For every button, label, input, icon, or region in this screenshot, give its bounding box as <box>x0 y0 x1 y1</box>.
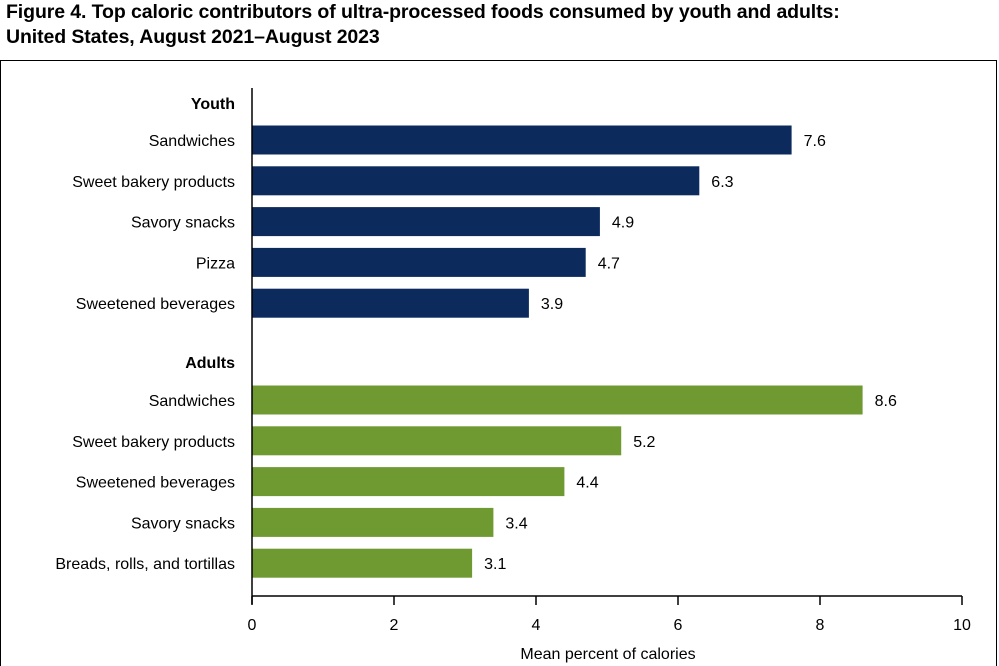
bar-youth-savory-snacks <box>252 207 600 237</box>
x-tick-label-8: 8 <box>816 617 825 634</box>
category-label-youth-sweet-bakery-products: Sweet bakery products <box>72 174 235 191</box>
bar-adults-sandwiches <box>252 385 863 415</box>
bar-youth-sandwiches <box>252 125 792 155</box>
bar-adults-sweet-bakery-products <box>252 426 622 456</box>
x-tick-label-0: 0 <box>248 617 257 634</box>
bar-adults-sweetened-beverages <box>252 467 565 497</box>
x-tick-label-10: 10 <box>953 617 971 634</box>
bar-adults-savory-snacks <box>252 507 494 537</box>
category-label-youth-savory-snacks: Savory snacks <box>131 215 235 232</box>
x-axis-title: Mean percent of calories <box>520 646 695 663</box>
figure-title: Figure 4. Top caloric contributors of ul… <box>6 0 996 50</box>
group-label-adults: Adults <box>185 355 235 372</box>
category-label-adults-savory-snacks: Savory snacks <box>131 515 235 532</box>
value-label-youth-sweet-bakery-products: 6.3 <box>711 174 733 191</box>
bar-youth-pizza <box>252 247 586 277</box>
figure-title-line-1: Figure 4. Top caloric contributors of ul… <box>6 1 840 23</box>
x-tick-label-6: 6 <box>674 617 683 634</box>
value-label-youth-sweetened-beverages: 3.9 <box>541 296 563 313</box>
bar-adults-breads-rolls-and-tortillas <box>252 548 473 578</box>
value-label-adults-breads-rolls-and-tortillas: 3.1 <box>484 556 506 573</box>
category-label-youth-pizza: Pizza <box>196 255 235 272</box>
value-label-youth-pizza: 4.7 <box>598 255 620 272</box>
category-label-adults-sweetened-beverages: Sweetened beverages <box>76 475 235 492</box>
bar-youth-sweetened-beverages <box>252 288 529 318</box>
figure-title-line-2: United States, August 2021–August 2023 <box>6 26 380 48</box>
category-label-youth-sweetened-beverages: Sweetened beverages <box>76 296 235 313</box>
x-tick-label-4: 4 <box>532 617 541 634</box>
value-label-youth-savory-snacks: 4.9 <box>612 215 634 232</box>
value-label-adults-savory-snacks: 3.4 <box>505 515 527 532</box>
category-label-adults-sweet-bakery-products: Sweet bakery products <box>72 434 235 451</box>
chart-panel <box>0 60 997 666</box>
category-label-adults-sandwiches: Sandwiches <box>149 393 235 410</box>
group-label-youth: Youth <box>191 96 235 113</box>
bar-youth-sweet-bakery-products <box>252 166 700 196</box>
value-label-adults-sweetened-beverages: 4.4 <box>576 475 598 492</box>
category-label-youth-sandwiches: Sandwiches <box>149 133 235 150</box>
value-label-adults-sandwiches: 8.6 <box>875 393 897 410</box>
value-label-adults-sweet-bakery-products: 5.2 <box>633 434 655 451</box>
category-label-adults-breads-rolls-and-tortillas: Breads, rolls, and tortillas <box>55 556 235 573</box>
value-label-youth-sandwiches: 7.6 <box>804 133 826 150</box>
x-tick-label-2: 2 <box>390 617 399 634</box>
